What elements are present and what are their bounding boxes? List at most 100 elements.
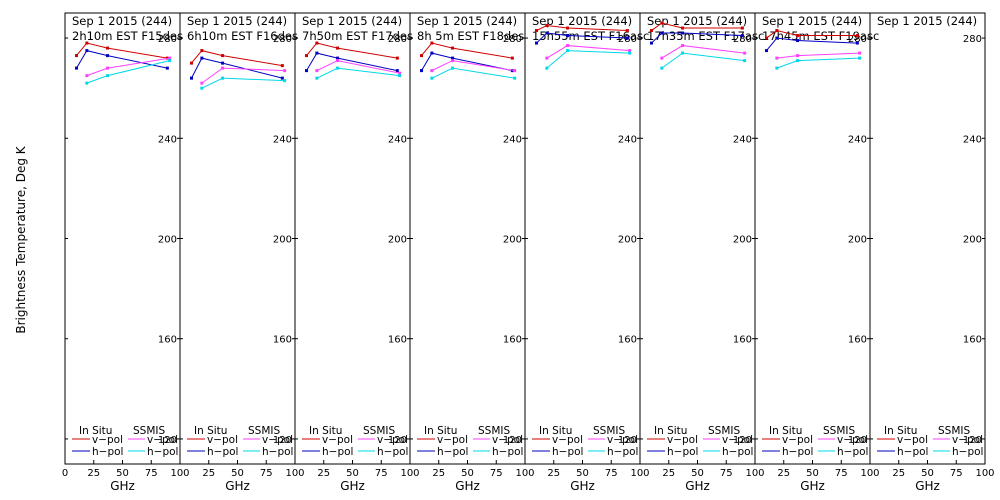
data-point: [513, 76, 517, 80]
y-axis-label: Brightness Temperature, Deg K: [14, 145, 28, 333]
legend-ssmis-header: SSMIS: [133, 425, 165, 437]
panel-1: 120 160 200 240 280 0 25 50 75 100 GHz Sep 1 2015 (…: [62, 12, 190, 493]
series-line: [651, 22, 743, 31]
series-line: [306, 42, 398, 59]
x-axis-label: GHz: [800, 479, 825, 493]
legend-ssmis-header: SSMIS: [248, 425, 280, 437]
data-point: [430, 69, 434, 73]
data-point: [858, 51, 862, 55]
data-point: [106, 54, 110, 58]
x-tick-label: 25: [87, 468, 100, 479]
data-point: [681, 44, 685, 48]
x-tick-label: 75: [605, 468, 618, 479]
data-point: [796, 34, 800, 38]
x-tick-label: 75: [490, 468, 503, 479]
x-axis-label: GHz: [340, 479, 365, 493]
legend-label-insitu-v: v−pol: [667, 434, 698, 446]
series-line: [421, 52, 513, 72]
panel-title-line2: 2h10m EST F15des: [72, 29, 183, 43]
legend-ssmis-header: SSMIS: [708, 425, 740, 437]
data-point: [855, 34, 859, 38]
legend-label-ssmis-v: v−pol: [147, 434, 178, 446]
data-point: [566, 26, 570, 30]
data-point: [660, 21, 664, 25]
x-tick-label: 50: [921, 468, 934, 479]
data-point: [200, 56, 204, 60]
x-tick-label: 100: [400, 468, 419, 479]
data-point: [280, 64, 284, 68]
legend-label-insitu-h: h−pol: [667, 446, 698, 458]
data-point: [305, 69, 308, 73]
x-tick-label: 75: [835, 468, 848, 479]
series-ssmis-h: [315, 66, 402, 80]
y-tick-label: 120: [848, 435, 867, 446]
legend-ssmis-header: SSMIS: [938, 425, 970, 437]
data-point: [305, 54, 308, 58]
y-tick-label: 120: [158, 435, 177, 446]
legend-label-insitu-h: h−pol: [207, 446, 238, 458]
x-axis-label: GHz: [570, 479, 595, 493]
x-tick-label: 100: [515, 468, 534, 479]
series-ssmis-h: [430, 66, 517, 80]
x-axis-label: GHz: [225, 479, 250, 493]
data-point: [775, 66, 779, 70]
x-tick-label: 0: [62, 468, 68, 479]
series-insitu-v: [305, 41, 399, 60]
legend-insitu-header: In Situ: [654, 425, 687, 437]
panel-2: 120 160 200 240 280 25 50 75 100 GHz Sep 1 2015 (2…: [179, 12, 305, 493]
legend-insitu-header: In Situ: [309, 425, 342, 437]
x-tick-label: 50: [346, 468, 359, 479]
data-point: [535, 29, 538, 33]
data-point: [430, 41, 434, 45]
data-point: [510, 56, 514, 60]
legend-label-ssmis-v: v−pol: [262, 434, 293, 446]
data-point: [628, 51, 632, 55]
data-point: [221, 66, 225, 70]
data-point: [336, 66, 340, 70]
series-line: [191, 57, 283, 79]
x-tick-label: 75: [260, 468, 273, 479]
y-tick-label: 160: [618, 335, 637, 346]
data-point: [625, 29, 629, 33]
panels-group: 120 160 200 240 280 0 25 50 75 100 GHz Sep 1 2015 (…: [62, 12, 995, 493]
y-tick-label: 240: [273, 134, 292, 145]
series-line: [306, 52, 398, 72]
data-point: [398, 74, 402, 78]
y-tick-label: 240: [733, 134, 752, 145]
data-point: [190, 61, 193, 65]
legend-label-insitu-v: v−pol: [897, 434, 928, 446]
panel-title-line1: Sep 1 2015 (244): [532, 14, 632, 28]
y-tick-label: 120: [733, 435, 752, 446]
legend-label-ssmis-h: h−pol: [837, 446, 868, 458]
data-point: [740, 34, 744, 38]
x-axis-label: GHz: [915, 479, 940, 493]
legend-ssmis-header: SSMIS: [478, 425, 510, 437]
data-point: [740, 26, 744, 30]
series-line: [651, 32, 743, 44]
series-insitu-h: [305, 51, 399, 73]
data-point: [85, 41, 89, 45]
series-ssmis-v: [315, 59, 402, 75]
data-point: [545, 66, 549, 70]
y-tick-label: 240: [503, 134, 522, 145]
data-point: [190, 76, 193, 80]
legend-label-ssmis-v: v−pol: [607, 434, 638, 446]
legend-label-ssmis-v: v−pol: [837, 434, 868, 446]
series-line: [536, 32, 628, 44]
series-ssmis-v: [660, 44, 747, 60]
data-point: [336, 46, 340, 50]
panel-title-line2: 17h35m EST F17asc: [647, 29, 764, 43]
legend-label-insitu-v: v−pol: [322, 434, 353, 446]
y-tick-label: 160: [503, 335, 522, 346]
data-point: [315, 69, 319, 73]
series-line: [536, 25, 628, 32]
data-point: [395, 69, 399, 73]
legend-insitu-header: In Situ: [79, 425, 112, 437]
x-tick-label: 75: [375, 468, 388, 479]
x-tick-label: 75: [720, 468, 733, 479]
y-tick-label: 160: [963, 335, 982, 346]
